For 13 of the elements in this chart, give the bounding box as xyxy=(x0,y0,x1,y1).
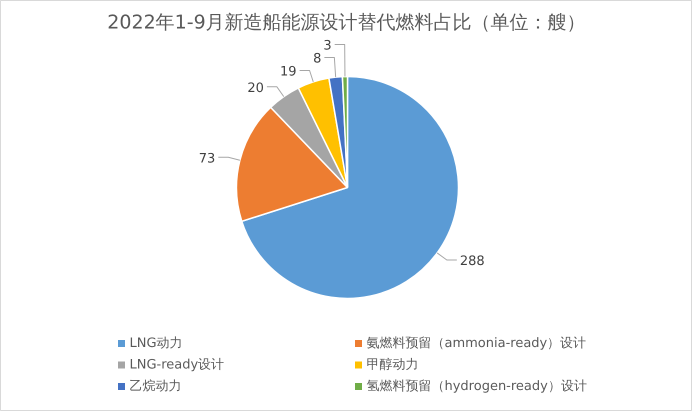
legend-label: 氨燃料预留（ammonia-ready）设计 xyxy=(366,336,586,351)
legend-label: LNG-ready设计 xyxy=(130,358,224,372)
legend-label: LNG动力 xyxy=(130,336,183,351)
chart-title: 2022年1-9月新造船能源设计替代燃料占比（单位：艘） xyxy=(107,12,586,34)
data-label: 8 xyxy=(313,51,322,66)
data-label: 288 xyxy=(460,254,485,270)
data-label: 19 xyxy=(280,64,297,80)
legend-label: 乙烷动力 xyxy=(130,379,182,394)
data-label: 3 xyxy=(323,38,332,54)
data-label: 20 xyxy=(247,80,264,96)
legend-label: 氢燃料预留（hydrogen-ready）设计 xyxy=(366,379,587,394)
legend-label: 甲醇动力 xyxy=(366,358,418,372)
data-label: 73 xyxy=(198,151,216,166)
